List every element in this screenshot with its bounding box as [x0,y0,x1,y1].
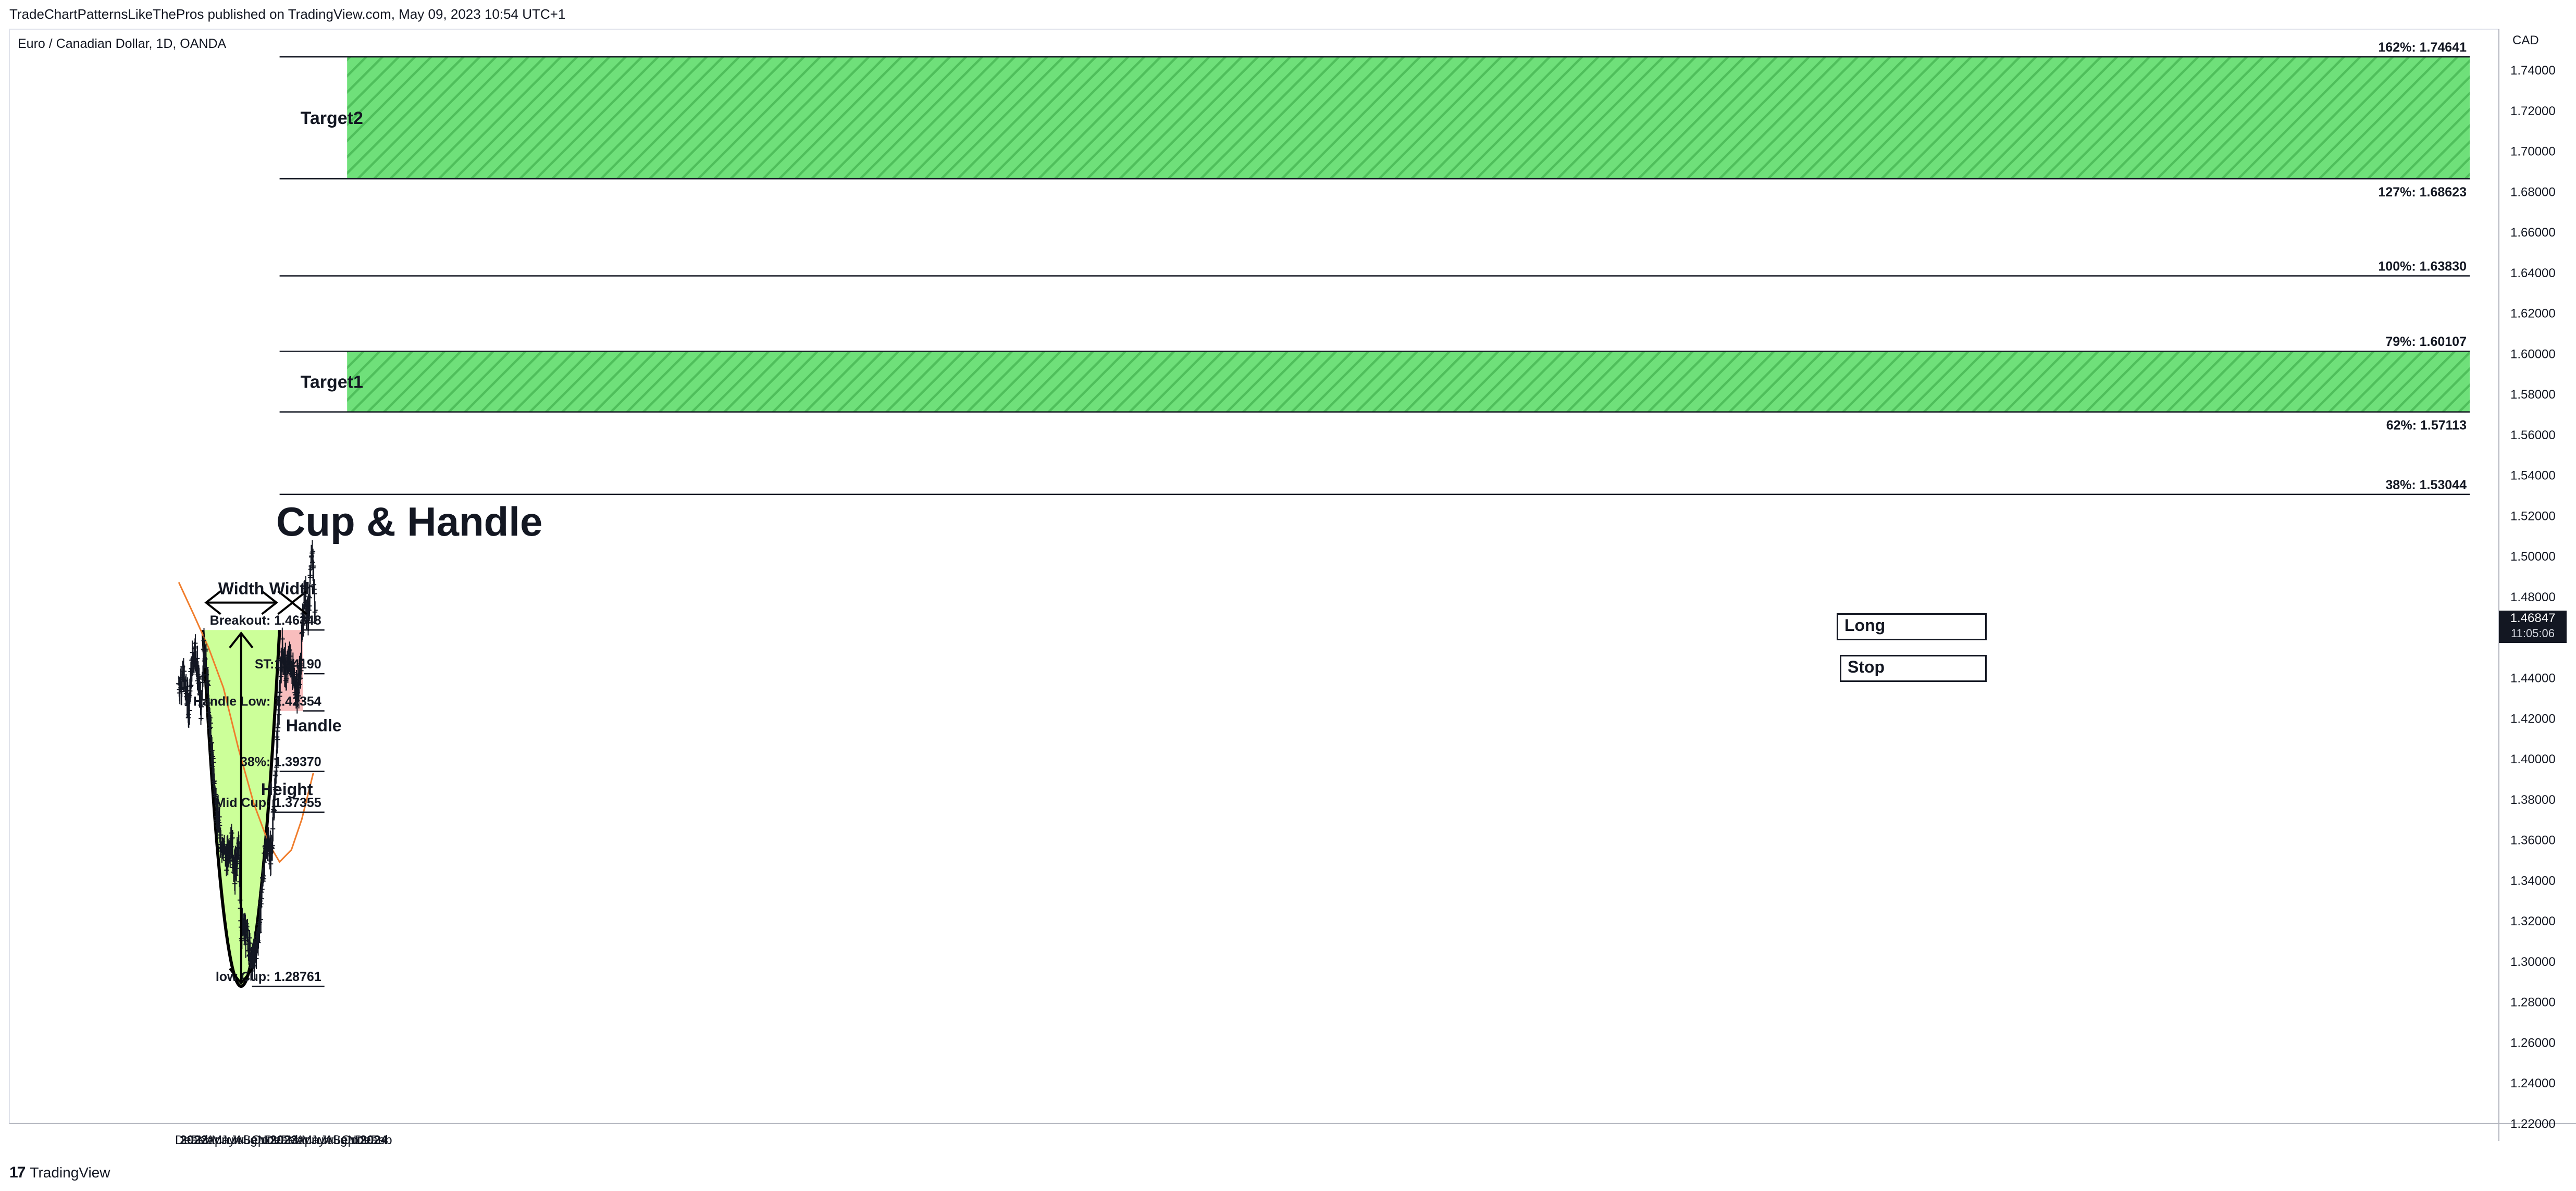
x-tick-label: Aug [325,1133,348,1147]
x-tick-label: Oct [341,1133,361,1147]
y-tick-label: 1.52000 [2510,509,2556,523]
height-arrow-bottom-head [229,967,254,985]
y-tick-label: 1.26000 [2510,1036,2556,1050]
chart-title: Cup & Handle [276,499,542,544]
x-tick-label: Dec [175,1133,197,1147]
x-tick-label: Mar [197,1133,219,1147]
x-tick-label: 2023 [270,1133,298,1147]
x-tick-label: Dec [265,1133,288,1147]
target-zone-1 [347,57,2470,179]
x-tick-label: Nov [348,1133,370,1147]
target-zone-2 [347,351,2470,412]
tradingview-logo-icon: 17 [9,1164,26,1181]
level-label-6: 38%: 1.53044 [2385,478,2467,492]
y-tick-label: 1.70000 [2510,145,2556,159]
y-tick-label: 1.40000 [2510,752,2556,766]
target-label-1: Target2 [301,108,363,128]
y-tick-label: 1.72000 [2510,104,2556,118]
y-tick-label: 1.42000 [2510,712,2556,726]
handle-width-arrow-right-head [277,590,294,615]
last-price: 1.46847 [2510,611,2556,625]
x-tick-label: Sep [332,1133,355,1147]
tradingview-brand: TradingView [30,1164,110,1181]
y-tick-label: 1.64000 [2510,266,2556,280]
y-tick-label: 1.48000 [2510,590,2556,604]
y-tick-label: 1.32000 [2510,914,2556,928]
x-tick-label: Feb [191,1133,212,1147]
published-line: TradeChartPatternsLikeThePros published … [9,6,566,22]
y-tick-label: 1.30000 [2510,955,2556,969]
x-tick-label: May [212,1133,235,1147]
level-label-5: 62%: 1.57113 [2386,418,2467,433]
y-tick-label: 1.24000 [2510,1076,2556,1090]
level-label-1: 162%: 1.74641 [2378,40,2467,55]
y-tick-label: 1.56000 [2510,428,2556,442]
x-tick-label: Feb [370,1133,392,1147]
height-arrow-top-head [229,631,254,649]
level-label-8: ST:1.44190 [255,657,321,672]
level-label-3: 100%: 1.63830 [2378,259,2467,274]
x-tick-label: Jun [311,1133,331,1147]
x-tick-label: May [302,1133,325,1147]
handle-width-label: Width [269,579,316,598]
x-tick-label: 2024 [360,1133,388,1147]
x-tick-label: Oct [251,1133,271,1147]
x-tick-label: Jul [320,1133,337,1147]
x-tick-label: 2022 [180,1133,207,1147]
y-tick-label: 1.34000 [2510,874,2556,888]
symbol-title: Euro / Canadian Dollar, 1D, OANDA [18,36,227,51]
target-label-2: Target1 [301,372,363,392]
y-tick-label: 1.50000 [2510,550,2556,564]
y-tick-label: 1.66000 [2510,226,2556,240]
y-tick-label: 1.58000 [2510,388,2556,402]
cup-width-arrow-right-head [261,590,278,615]
cup-width-arrow-left-head [204,590,221,615]
long-box: Long [1837,613,1987,640]
cup-width-label: Width [218,579,265,598]
level-label-11: Mid Cup: 1.37355 [215,796,321,810]
price-bar [312,601,318,622]
x-tick-label: Aug [235,1133,257,1147]
level-label-7: Breakout: 1.46348 [210,613,321,628]
stop-box: Stop [1840,655,1987,682]
y-tick-label: 1.62000 [2510,307,2556,321]
x-tick-label: Jul [230,1133,246,1147]
x-tick-label: Nov [257,1133,280,1147]
tradingview-logo: 17 TradingView [9,1164,110,1182]
level-label-4: 79%: 1.60107 [2385,334,2467,349]
x-tick-label: Feb [281,1133,302,1147]
y-tick-label: 1.22000 [2510,1117,2556,1131]
y-tick-label: 1.74000 [2510,64,2556,78]
y-tick-label: 1.36000 [2510,834,2556,848]
x-tick-label: Apr [206,1133,226,1147]
cup-curve [201,630,281,988]
level-label-10: 38%: 1.39370 [240,755,321,770]
bar-countdown: 11:05:06 [2510,627,2555,640]
y-tick-label: 1.54000 [2510,469,2556,483]
level-label-9: Handle Low: 1.42354 [193,694,321,709]
currency-label: CAD [2512,33,2539,47]
plot-frame [9,29,2499,1124]
y-tick-label: 1.68000 [2510,185,2556,199]
y-tick-label: 1.28000 [2510,996,2556,1010]
x-tick-label: Dec [355,1133,377,1147]
y-tick-label: 1.60000 [2510,347,2556,361]
x-tick-label: Jun [221,1133,241,1147]
level-label-2: 127%: 1.68623 [2378,185,2467,200]
height-label: Height [261,780,313,799]
last-price-tag: 1.46847 11:05:06 [2499,611,2567,643]
handle-label: Handle [286,716,342,735]
x-tick-label: Mar [288,1133,309,1147]
y-tick-label: 1.44000 [2510,672,2556,686]
x-tick-label: Apr [296,1133,316,1147]
y-tick-label: 1.38000 [2510,793,2556,807]
x-tick-label: Sep [243,1133,265,1147]
